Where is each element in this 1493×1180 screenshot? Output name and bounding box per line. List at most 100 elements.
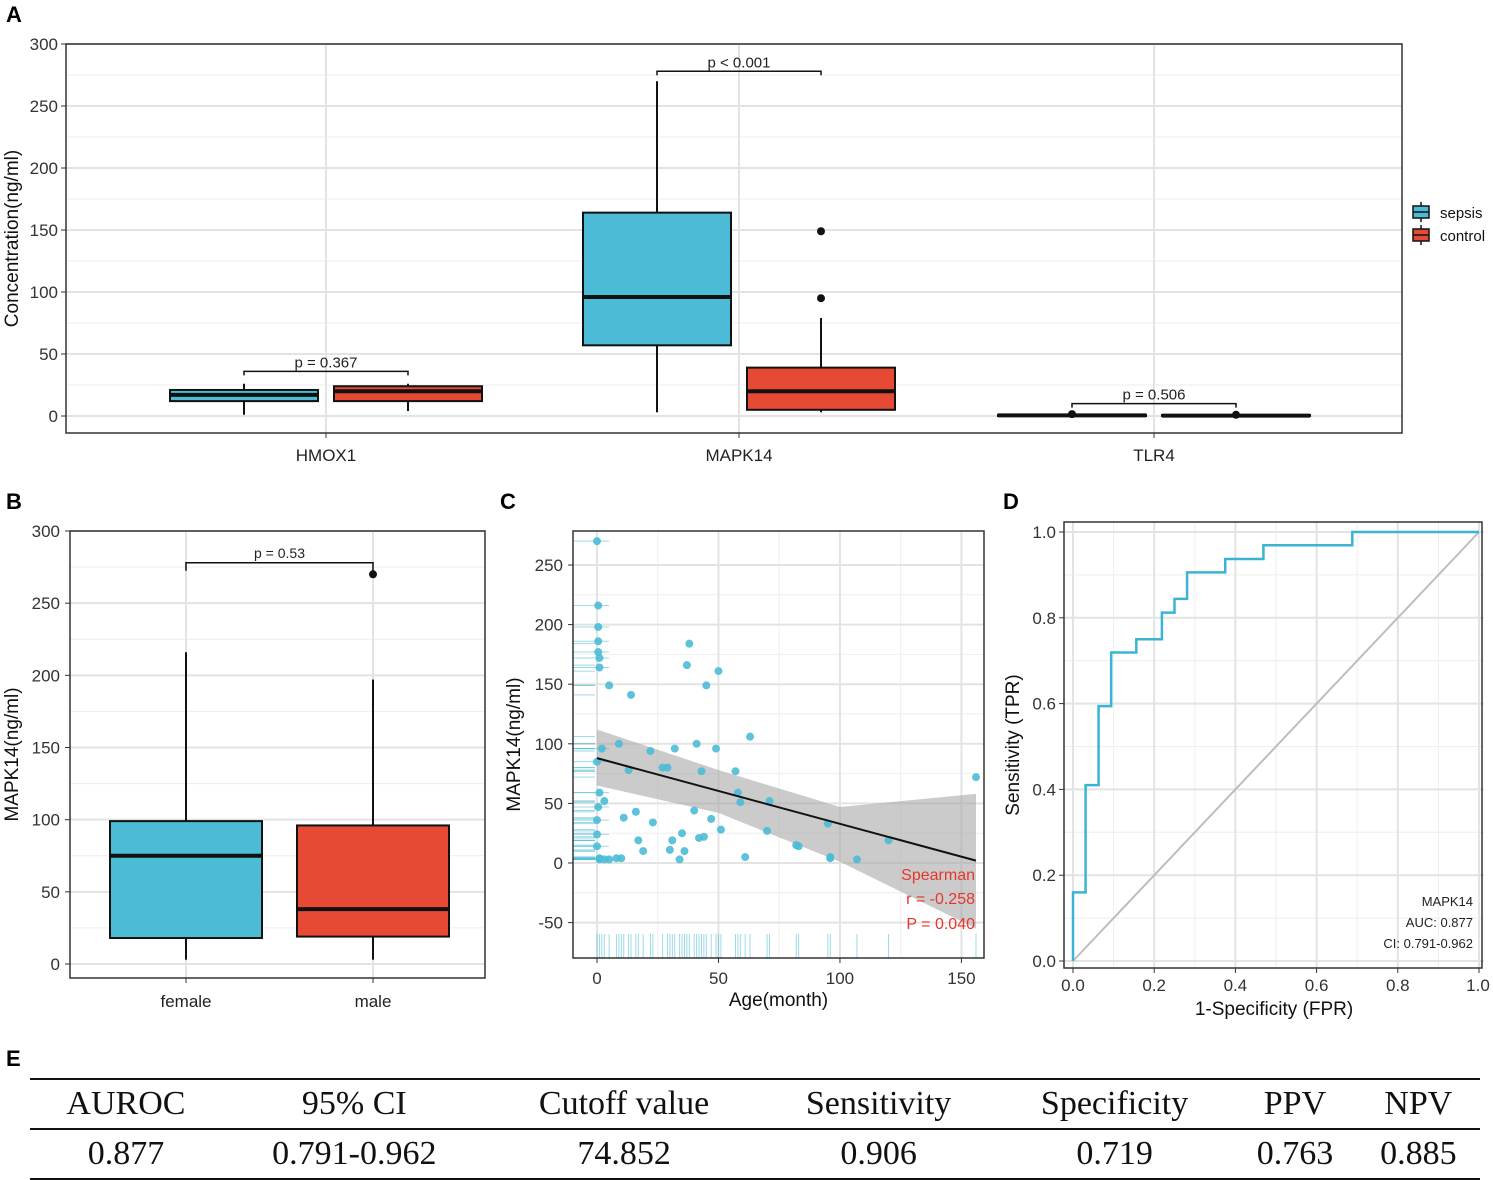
cell-ppv: 0.763 (1256, 1135, 1334, 1172)
y-tick-label: 50 (39, 345, 58, 364)
plot-panel (1064, 522, 1484, 968)
scatter-point (646, 746, 655, 755)
scatter-point (594, 802, 603, 811)
y-tick-label: 0 (49, 407, 58, 426)
y-tick-label: 100 (32, 811, 60, 830)
y-tick-label: 250 (30, 97, 58, 116)
x-tick-label: TLR4 (1133, 446, 1175, 465)
plot-border (65, 43, 1403, 434)
spearman-p: P = 0.040 (906, 916, 975, 933)
x-tick-label: 0.6 (1305, 976, 1329, 995)
scatter-point (597, 744, 606, 753)
scatter-point (594, 637, 603, 646)
scatter-point (668, 836, 677, 845)
panel-label-e: E (6, 1046, 21, 1071)
y-tick-label: 0.8 (1032, 609, 1056, 628)
scatter-point (593, 842, 601, 851)
y-tick-label: 0.2 (1032, 866, 1056, 885)
y-tick-label: 300 (32, 522, 60, 541)
cell-ci: 0.791-0.962 (272, 1135, 437, 1172)
plot-panel (66, 44, 1402, 433)
scatter-point (617, 854, 626, 863)
scatter-point (690, 806, 699, 815)
y-tick-label: 1.0 (1032, 523, 1056, 542)
y-tick-label: 0.6 (1032, 695, 1056, 714)
outlier-point (1232, 410, 1240, 419)
y-tick-label: 0.0 (1032, 952, 1056, 971)
scatter-point (593, 537, 601, 546)
x-tick-label: 150 (947, 969, 975, 988)
roc-legend-ci: CI: 0.791-0.962 (1383, 936, 1473, 951)
scatter-point (665, 845, 674, 854)
table-header-row: AUROC 95% CI Cutoff value Sensitivity Sp… (30, 1079, 1480, 1129)
p-value-label: p = 0.367 (295, 354, 358, 371)
header-ppv: PPV (1263, 1085, 1327, 1122)
scatter-point (594, 648, 603, 657)
box-sepsis (582, 211, 732, 347)
roc-curve (1071, 530, 1479, 961)
metrics-table: AUROC 95% CI Cutoff value Sensitivity Sp… (30, 1078, 1480, 1180)
scatter-point (595, 788, 604, 797)
y-tick-label: 50 (41, 883, 60, 902)
chart-b-boxplot: 0 50 100 150 200 250 300 female male p = 0.53 MAPK… (2, 522, 486, 1011)
scatter-point (627, 690, 636, 699)
scatter-point (826, 854, 835, 863)
scatter-point (595, 653, 604, 662)
panel-label-c: C (500, 489, 516, 514)
y-axis-label: Concentration(ng/ml) (2, 150, 23, 327)
diagonal-reference-line (1072, 531, 1480, 962)
y-tick-label: 150 (535, 675, 563, 694)
x-tick-label: male (355, 992, 392, 1011)
scatter-point (736, 798, 745, 807)
y-axis-label: MAPK14(ng/ml) (504, 677, 525, 811)
scatter-point (634, 836, 643, 845)
chart-a-boxplot: 0 50 100 150 200 250 300 HMOX1 MAPK14 TLR4 p = 0.3… (2, 35, 1485, 465)
y-tick-label: 150 (30, 221, 58, 240)
scatter-point (697, 767, 706, 776)
scatter-point (852, 855, 861, 864)
x-tick-label: 50 (709, 969, 728, 988)
x-tick-label: 1.0 (1466, 976, 1490, 995)
x-tick-label: 0.2 (1142, 976, 1166, 995)
scatter-point (699, 832, 708, 841)
scatter-point (682, 661, 691, 670)
scatter-point (794, 842, 803, 851)
plot-border (1063, 521, 1483, 969)
header-sensitivity: Sensitivity (805, 1085, 952, 1122)
plot-border (69, 530, 486, 979)
cell-specificity: 0.719 (1076, 1135, 1153, 1172)
panel-label-d: D (1003, 489, 1019, 514)
scatter-point (678, 829, 687, 838)
y-axis-label: MAPK14(ng/ml) (2, 687, 23, 821)
scatter-point (712, 744, 721, 753)
header-specificity: Specificity (1040, 1085, 1189, 1122)
y-tick-label: 0.4 (1032, 780, 1056, 799)
x-tick-label: 0.0 (1061, 976, 1085, 995)
p-value-label: p = 0.506 (1123, 387, 1186, 404)
scatter-point (639, 847, 648, 856)
scatter-point (594, 601, 603, 610)
y-axis-label: Sensitivity (TPR) (1003, 674, 1024, 815)
cell-auroc: 0.877 (87, 1135, 165, 1172)
x-tick-label: HMOX1 (296, 446, 356, 465)
x-tick-label: 100 (826, 969, 854, 988)
scatter-point (670, 744, 679, 753)
significance-bracket (185, 562, 374, 571)
header-npv: NPV (1384, 1085, 1453, 1122)
scatter-point (595, 663, 604, 672)
confidence-ribbon (597, 729, 976, 929)
scatter-point (648, 818, 657, 827)
x-tick-label: MAPK14 (705, 446, 772, 465)
header-auroc: AUROC (66, 1085, 186, 1122)
y-tick-label: 100 (30, 283, 58, 302)
scatter-point (685, 639, 694, 648)
cell-sensitivity: 0.906 (840, 1135, 917, 1172)
scatter-point (675, 855, 684, 864)
scatter-point (631, 807, 640, 816)
y-tick-label: 200 (535, 616, 563, 635)
scatter-point (614, 739, 623, 748)
plot-border (572, 530, 985, 959)
y-tick-label: 50 (544, 794, 563, 813)
legend-label-control: control (1440, 228, 1485, 245)
